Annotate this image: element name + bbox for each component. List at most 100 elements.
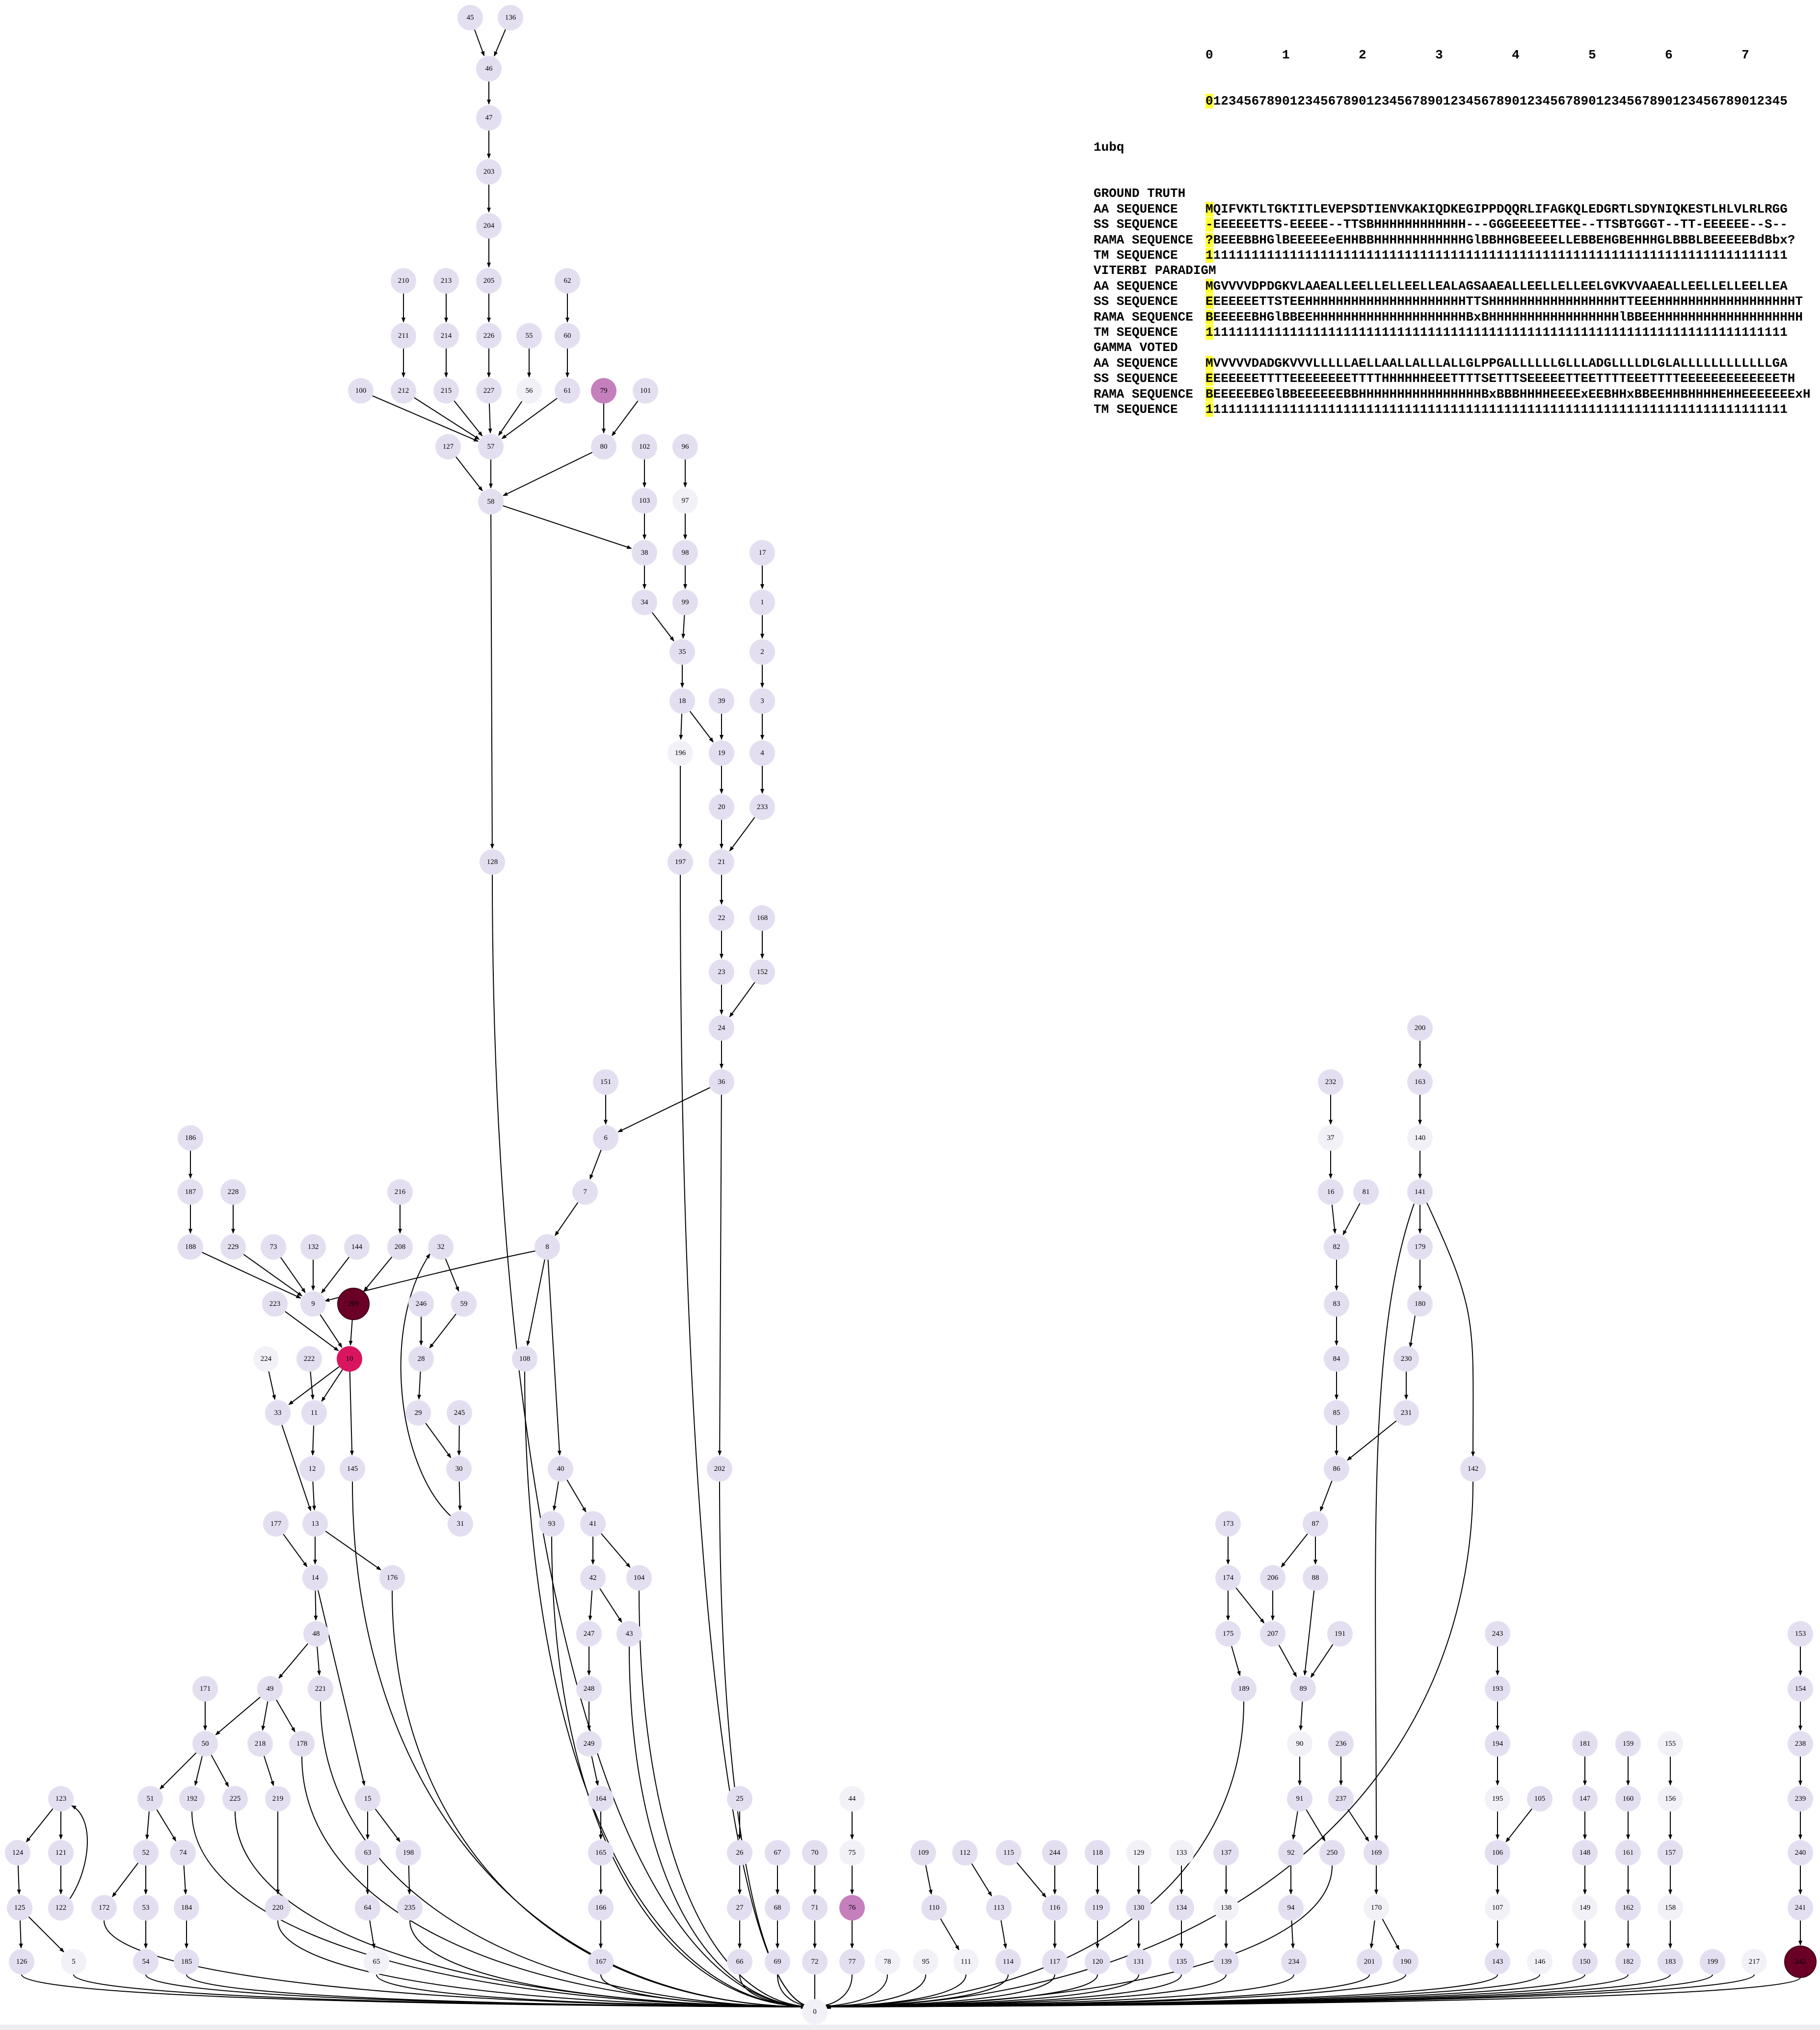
graph-node-label: 230	[1401, 1355, 1412, 1363]
graph-edge	[28, 1916, 64, 1952]
graph-node-label: 147	[1579, 1795, 1591, 1803]
sequence-row: SS SEQUENCE EEEEEEETTSTEEHHHHHHHHHHHHHHHH…	[1094, 294, 1811, 309]
graph-node-label: 239	[1795, 1795, 1806, 1803]
graph-node-circle	[1788, 1731, 1813, 1757]
sequence-row-label: RAMA SEQUENCE	[1094, 232, 1193, 247]
graph-node-circle	[593, 1125, 618, 1151]
graph-node: 109	[910, 1840, 936, 1866]
graph-node-label: 39	[718, 697, 725, 705]
graph-node: 57	[478, 434, 504, 460]
graph-node-label: 228	[228, 1188, 239, 1196]
graph-node: 72	[802, 1949, 828, 1975]
graph-node-circle	[179, 1786, 205, 1812]
graph-node-label: 177	[270, 1520, 282, 1528]
graph-node-label: 3	[760, 697, 764, 705]
graph-node-label: 216	[395, 1188, 406, 1196]
graph-node-circle	[709, 1015, 734, 1041]
graph-node: 214	[433, 323, 459, 349]
graph-node-circle	[1042, 1949, 1068, 1975]
graph-node-circle	[802, 1949, 828, 1975]
block-title: VITERBI PARADIGM	[1094, 263, 1216, 278]
graph-node-circle	[555, 378, 580, 404]
sequence-row-label: SS SEQUENCE	[1094, 217, 1178, 232]
graph-node-label: 37	[1327, 1134, 1335, 1142]
graph-node-circle	[1281, 1949, 1307, 1975]
graph-node: 131	[1126, 1949, 1151, 1975]
graph-node-label: 199	[1707, 1958, 1718, 1966]
graph-edge	[417, 1371, 422, 1400]
graph-node: 250	[1319, 1840, 1345, 1866]
graph-node-circle	[749, 540, 775, 566]
graph-node: 247	[576, 1621, 602, 1647]
graph-node-circle	[61, 1949, 86, 1975]
graph-node-circle	[668, 849, 693, 875]
graph-edge	[503, 505, 632, 549]
graph-node-label: 42	[589, 1574, 597, 1582]
sequence-row-value: EEEEEEETTSTEEHHHHHHHHHHHHHHHHHHHHHTTSHHH…	[1205, 294, 1803, 309]
graph-node-circle	[478, 434, 504, 460]
graph-node-circle	[220, 1179, 246, 1205]
graph-node: 111	[953, 1949, 979, 1975]
graph-node-label: 24	[718, 1024, 726, 1032]
graph-node-label: 46	[485, 65, 493, 73]
graph-node: 238	[1788, 1731, 1813, 1757]
graph-node-label: 176	[387, 1574, 398, 1582]
graph-node: 152	[749, 959, 775, 985]
graph-node-label: 34	[641, 598, 649, 606]
sequence-row-label: SS SEQUENCE	[1094, 371, 1178, 386]
graph-node: 84	[1324, 1346, 1349, 1372]
graph-node: 119	[1085, 1895, 1110, 1921]
graph-node-label: 172	[99, 1904, 110, 1912]
graph-node: 225	[222, 1786, 248, 1812]
graph-node: 201	[1357, 1949, 1382, 1975]
graph-node: 159	[1615, 1731, 1641, 1757]
graph-node-label: 192	[187, 1795, 198, 1803]
graph-edge	[681, 615, 686, 639]
graph-edge	[26, 1808, 54, 1842]
graph-node: 43	[616, 1621, 642, 1647]
graph-node: 180	[1407, 1291, 1433, 1317]
graph-node: 129	[1126, 1840, 1151, 1866]
graph-node-label: 193	[1492, 1685, 1503, 1693]
graph-node: 59	[451, 1291, 477, 1317]
graph-node: 80	[591, 434, 616, 460]
graph-node-circle	[355, 1895, 380, 1921]
graph-node: 79	[591, 378, 616, 404]
graph-node: 10	[337, 1346, 362, 1372]
graph-node-circle	[1042, 1840, 1068, 1866]
graph-edge	[552, 1481, 559, 1511]
graph-node-circle	[727, 1895, 752, 1921]
graph-edge	[925, 1865, 933, 1895]
graph-node-circle	[839, 1949, 865, 1975]
graph-node-label: 129	[1133, 1849, 1145, 1857]
graph-node: 172	[91, 1895, 117, 1921]
sequence-row-label: RAMA SEQUENCE	[1094, 386, 1193, 402]
graph-edge	[317, 1646, 321, 1676]
graph-node: 169	[1364, 1840, 1389, 1866]
graph-node-circle	[348, 378, 374, 404]
graph-node: 49	[257, 1676, 283, 1702]
graph-node-label: 166	[595, 1904, 607, 1912]
graph-node-circle	[986, 1895, 1012, 1921]
graph-node-circle	[1213, 1895, 1239, 1921]
graph-node-circle	[340, 1456, 365, 1482]
graph-node: 34	[632, 590, 657, 615]
graph-node-label: 38	[641, 549, 648, 557]
graph-node: 135	[1169, 1949, 1194, 1975]
graph-node-circle	[765, 1840, 790, 1866]
graph-node-circle	[435, 434, 461, 460]
graph-node: 110	[921, 1895, 947, 1921]
graph-node-label: 22	[718, 914, 725, 922]
graph-node-circle	[727, 1786, 752, 1812]
graph-node-circle	[672, 590, 698, 615]
graph-node-circle	[632, 590, 657, 615]
graph-node: 154	[1788, 1676, 1813, 1702]
sequence-row: AA SEQUENCE MGVVVVDPDGKVLAAEALLEELLELLEEL…	[1094, 278, 1811, 294]
sequence-row-value: BEEEEEBEGlBBEEEEEEBBHHHHHHHHHHHHHHHHBxBB…	[1205, 386, 1811, 402]
graph-node-circle	[1260, 1565, 1285, 1591]
graph-node-circle	[1741, 1949, 1767, 1975]
graph-node-label: 236	[1336, 1740, 1347, 1748]
graph-edge	[601, 1533, 631, 1568]
graph-node: 168	[749, 905, 775, 931]
